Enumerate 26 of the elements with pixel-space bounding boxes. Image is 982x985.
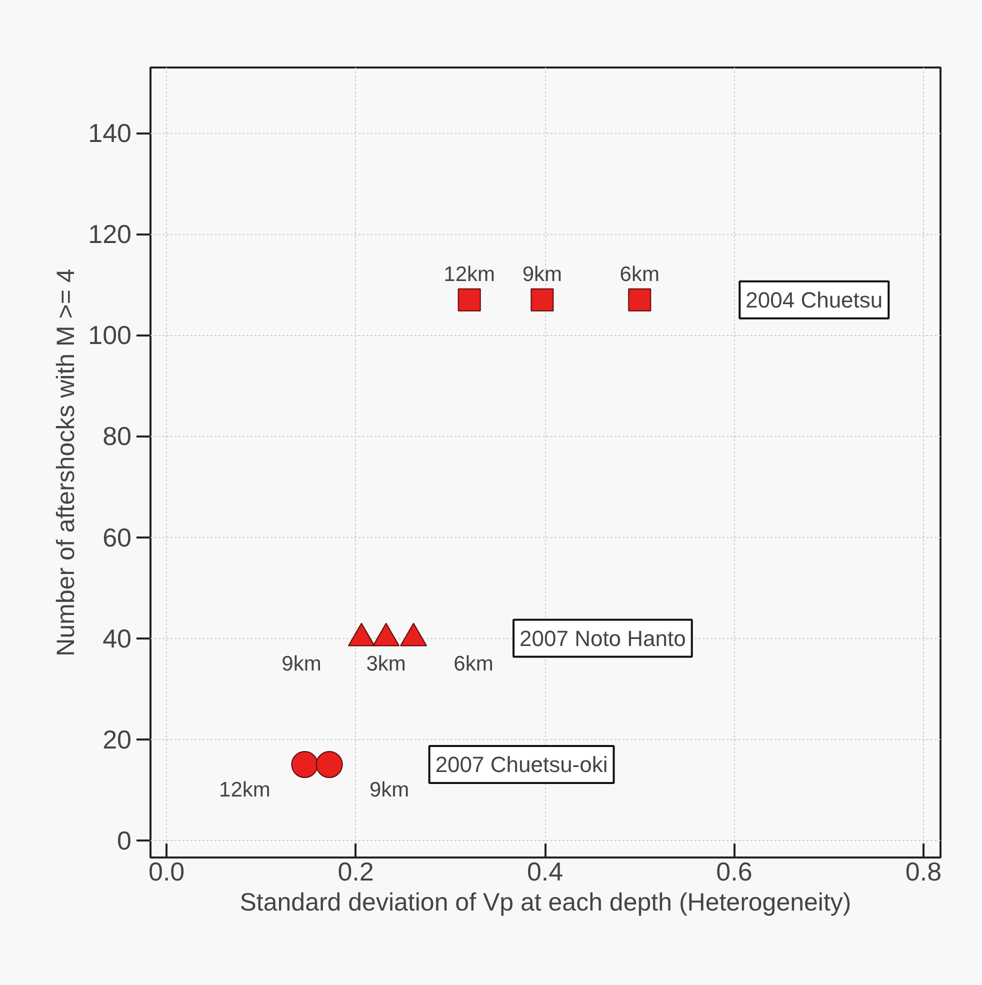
y-tick-label: 40 <box>102 623 132 654</box>
annotation: 3km <box>366 652 406 676</box>
y-tick-label: 60 <box>102 522 132 552</box>
x-axis-title: Standard deviation of Vp at each depth (Heterogeneity) <box>240 888 852 916</box>
y-tick-label: 140 <box>88 118 132 148</box>
annotation: 12km <box>219 778 270 802</box>
x-tick-label: 0.6 <box>716 856 752 886</box>
y-tick-label: 20 <box>102 724 132 754</box>
annotation: 9km <box>369 778 410 802</box>
x-tick-label: 0.0 <box>148 856 185 886</box>
annotation: 6km <box>454 652 494 676</box>
text: 2007 Noto Hanto <box>520 626 686 651</box>
y-tick-label: 100 <box>88 320 132 350</box>
y-tick-label: 0 <box>117 825 132 856</box>
annotation: 6km <box>620 262 660 286</box>
x-tick-label: 0.8 <box>905 856 942 886</box>
text: 2004 Chuetsu <box>746 287 883 312</box>
y-axis-title: Number of aftershocks with M >= 4 <box>52 268 80 656</box>
text: 2007 Chuetsu-oki <box>435 752 608 778</box>
x-tick-label: 0.2 <box>338 856 374 886</box>
y-tick-label: 120 <box>88 219 132 250</box>
y-tick-label: 80 <box>102 421 132 452</box>
annotation: 9km <box>282 652 322 676</box>
annotation: 9km <box>522 262 562 286</box>
x-tick-label: 0.4 <box>526 856 564 886</box>
annotation: 12km <box>444 262 496 286</box>
